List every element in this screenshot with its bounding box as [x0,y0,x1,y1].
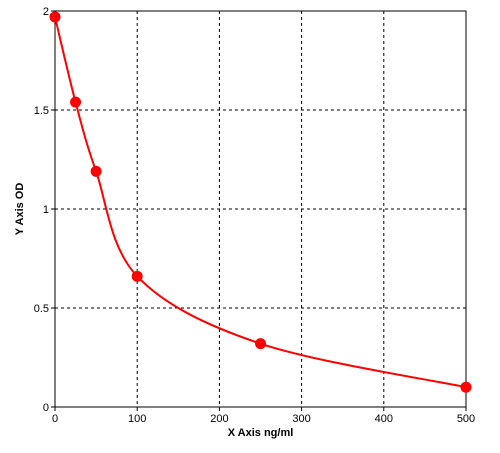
y-tick-label: 0.5 [34,303,49,315]
data-point [70,96,82,108]
data-point [90,165,102,177]
grid-lines [55,11,466,407]
x-axis-title: X Axis ng/ml [228,427,294,439]
y-tick-label: 0 [43,402,49,414]
y-axis-title: Y Axis OD [14,183,26,236]
data-point [131,270,143,282]
fit-curve [54,16,467,389]
y-tick-label: 1.5 [34,105,49,117]
x-tick-label: 100 [128,413,146,425]
y-tick-label: 1 [43,204,49,216]
x-tick-label: 200 [210,413,228,425]
axis-ticks: 0 100 200 300 400 500 0 0.5 1 1.5 2 [34,6,475,425]
data-point [255,338,266,350]
data-point [49,11,61,23]
x-tick-label: 400 [375,413,393,425]
x-tick-label: 500 [457,413,475,425]
data-points [49,11,472,393]
data-point [460,381,472,393]
x-tick-label: 0 [52,413,58,425]
x-tick-label: 300 [292,413,310,425]
y-tick-label: 2 [43,6,49,18]
